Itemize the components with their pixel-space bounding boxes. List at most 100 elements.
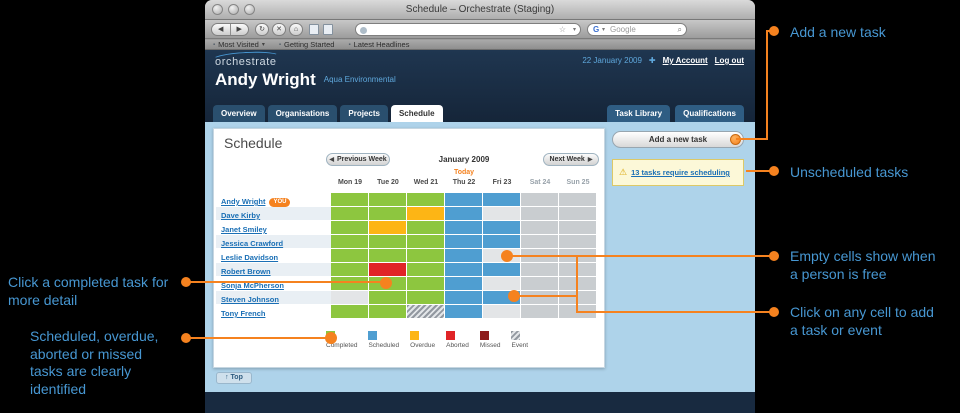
task-block-scheduled[interactable] — [445, 263, 482, 276]
schedule-cell[interactable] — [483, 263, 520, 276]
schedule-cell[interactable] — [369, 235, 406, 248]
window-close-button[interactable] — [212, 4, 223, 15]
task-block-scheduled[interactable] — [445, 305, 482, 318]
window-minimize-button[interactable] — [228, 4, 239, 15]
person-link[interactable]: Steven Johnson — [221, 295, 279, 304]
schedule-cell[interactable] — [369, 291, 406, 304]
schedule-cell[interactable] — [331, 221, 368, 234]
schedule-cell[interactable] — [331, 207, 368, 220]
forward-button[interactable]: ▶ — [236, 26, 242, 33]
schedule-cell[interactable] — [331, 291, 368, 304]
page-icon[interactable] — [323, 24, 333, 35]
task-block-completed[interactable] — [369, 305, 406, 318]
schedule-cell[interactable] — [369, 249, 406, 262]
schedule-cell[interactable] — [483, 193, 520, 206]
schedule-cell[interactable] — [559, 193, 596, 206]
schedule-cell[interactable] — [407, 291, 444, 304]
schedule-cell[interactable] — [407, 235, 444, 248]
task-block-scheduled[interactable] — [445, 235, 482, 248]
schedule-cell[interactable] — [445, 305, 482, 318]
search-icon[interactable]: ⌕ — [677, 25, 682, 34]
stop-button[interactable]: ✕ — [272, 23, 286, 36]
task-block-completed[interactable] — [407, 277, 444, 290]
schedule-cell[interactable] — [445, 291, 482, 304]
chevron-down-icon[interactable]: ▾ — [602, 27, 606, 33]
tab-schedule[interactable]: Schedule — [390, 105, 443, 122]
task-block-completed[interactable] — [331, 207, 368, 220]
person-link[interactable]: Leslie Davidson — [221, 253, 279, 262]
reload-button[interactable]: ↻ — [255, 23, 269, 36]
schedule-cell[interactable] — [331, 235, 368, 248]
window-zoom-button[interactable] — [244, 4, 255, 15]
task-block-scheduled[interactable] — [483, 221, 520, 234]
bookmark-item[interactable]: ▪ Latest Headlines — [348, 40, 409, 49]
schedule-cell[interactable] — [483, 221, 520, 234]
schedule-cell[interactable] — [521, 235, 558, 248]
task-block-scheduled[interactable] — [445, 221, 482, 234]
person-link[interactable]: Dave Kirby — [221, 211, 261, 220]
task-block-completed[interactable] — [407, 221, 444, 234]
schedule-cell[interactable] — [331, 193, 368, 206]
schedule-cell[interactable] — [331, 277, 368, 290]
previous-week-button[interactable]: ◀ Previous Week — [326, 153, 390, 166]
person-link[interactable]: Tony French — [221, 309, 266, 318]
schedule-cell[interactable] — [407, 277, 444, 290]
task-block-completed[interactable] — [331, 193, 368, 206]
schedule-cell[interactable] — [407, 221, 444, 234]
task-block-aborted[interactable] — [369, 263, 406, 276]
schedule-cell[interactable] — [369, 207, 406, 220]
schedule-cell[interactable] — [559, 235, 596, 248]
chevron-down-icon[interactable]: ▾ — [572, 27, 576, 33]
tab-organisations[interactable]: Organisations — [267, 105, 338, 122]
schedule-cell[interactable] — [331, 263, 368, 276]
task-block-completed[interactable] — [369, 207, 406, 220]
schedule-cell[interactable] — [483, 207, 520, 220]
task-block-completed[interactable] — [369, 291, 406, 304]
schedule-cell[interactable] — [369, 305, 406, 318]
next-week-button[interactable]: Next Week ▶ — [543, 153, 599, 166]
task-block-completed[interactable] — [407, 291, 444, 304]
schedule-cell[interactable] — [331, 249, 368, 262]
task-block-completed[interactable] — [369, 235, 406, 248]
schedule-cell[interactable] — [521, 305, 558, 318]
bookmark-item[interactable]: ▪ Getting Started — [279, 40, 335, 49]
schedule-cell[interactable] — [369, 221, 406, 234]
schedule-cell[interactable] — [369, 263, 406, 276]
schedule-cell[interactable] — [483, 235, 520, 248]
schedule-cell[interactable] — [407, 207, 444, 220]
task-block-completed[interactable] — [331, 249, 368, 262]
schedule-cell[interactable] — [369, 193, 406, 206]
unscheduled-tasks-link[interactable]: 13 tasks require scheduling — [631, 168, 730, 177]
task-block-completed[interactable] — [407, 249, 444, 262]
schedule-cell[interactable] — [407, 249, 444, 262]
my-account-link[interactable]: My Account — [662, 56, 708, 65]
schedule-cell[interactable] — [521, 277, 558, 290]
schedule-cell[interactable] — [521, 193, 558, 206]
schedule-cell[interactable] — [445, 207, 482, 220]
page-icon[interactable] — [309, 24, 319, 35]
schedule-cell[interactable] — [521, 263, 558, 276]
person-link[interactable]: Jessica Crawford — [221, 239, 284, 248]
task-block-completed[interactable] — [407, 263, 444, 276]
task-block-completed[interactable] — [331, 305, 368, 318]
task-block-scheduled[interactable] — [483, 235, 520, 248]
task-block-scheduled[interactable] — [445, 207, 482, 220]
task-block-scheduled[interactable] — [445, 277, 482, 290]
tab-qualifications[interactable]: Qualifications — [675, 105, 744, 122]
task-block-completed[interactable] — [331, 263, 368, 276]
back-to-top-button[interactable]: ↑ Top — [216, 372, 252, 384]
task-block-completed[interactable] — [331, 235, 368, 248]
task-block-completed[interactable] — [369, 193, 406, 206]
schedule-cell[interactable] — [483, 277, 520, 290]
schedule-cell[interactable] — [445, 263, 482, 276]
bookmark-item[interactable]: ▪ Most Visited ▾ — [213, 40, 265, 49]
schedule-cell[interactable] — [445, 235, 482, 248]
schedule-cell[interactable] — [483, 305, 520, 318]
add-icon[interactable]: ✚ — [648, 56, 656, 65]
task-block-completed[interactable] — [331, 221, 368, 234]
schedule-cell[interactable] — [407, 305, 444, 318]
person-link[interactable]: Robert Brown — [221, 267, 271, 276]
task-block-completed[interactable] — [407, 235, 444, 248]
schedule-cell[interactable] — [445, 193, 482, 206]
tab-task-library[interactable]: Task Library — [607, 105, 671, 122]
